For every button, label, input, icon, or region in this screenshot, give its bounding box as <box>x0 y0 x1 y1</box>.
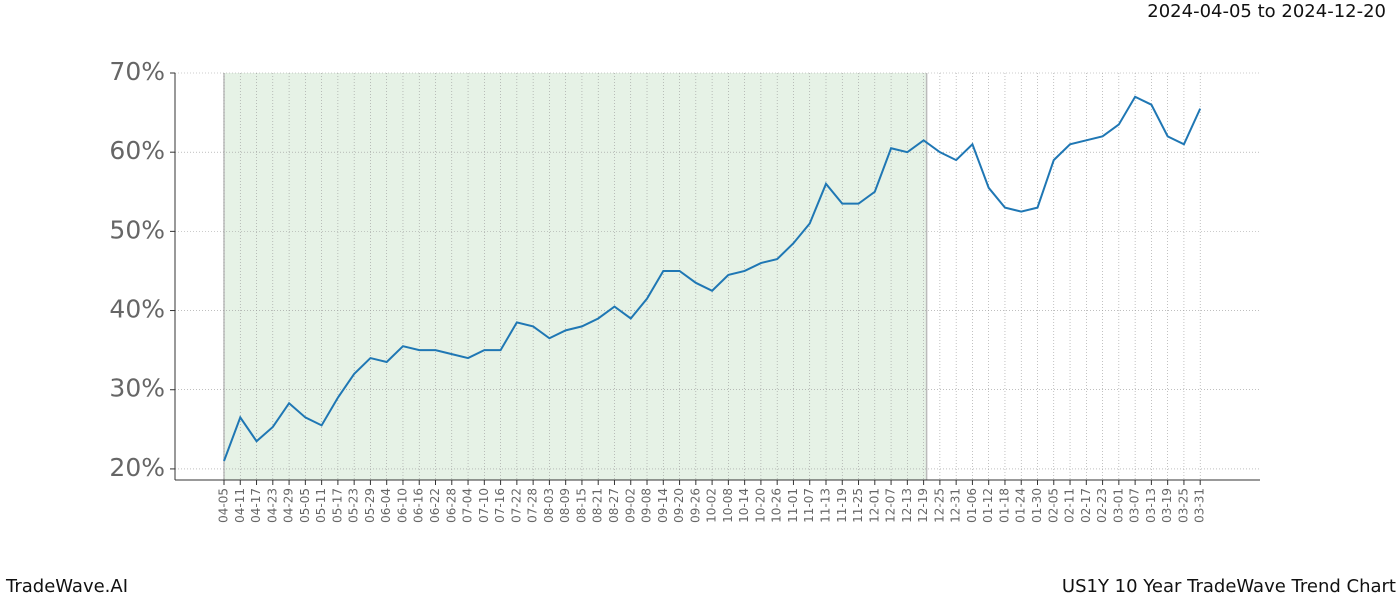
x-tick-label: 09-26 <box>688 488 702 523</box>
x-tick-label: 07-16 <box>493 488 507 523</box>
x-tick-label: 06-04 <box>379 488 393 523</box>
x-tick-label: 02-17 <box>1079 488 1093 523</box>
x-tick-label: 12-31 <box>949 488 963 523</box>
x-tick-label: 02-05 <box>1046 488 1060 523</box>
x-tick-label: 11-07 <box>802 488 816 523</box>
x-tick-label: 11-19 <box>835 488 849 523</box>
y-tick-label: 70% <box>109 57 165 86</box>
x-tick-label: 10-20 <box>753 488 767 523</box>
x-tick-label: 11-01 <box>786 488 800 523</box>
x-tick-label: 03-25 <box>1176 488 1190 523</box>
x-tick-label: 05-17 <box>330 488 344 523</box>
x-tick-label: 08-21 <box>591 488 605 523</box>
x-tick-label: 02-23 <box>1095 488 1109 523</box>
x-tick-label: 10-08 <box>721 488 735 523</box>
x-tick-label: 05-29 <box>363 488 377 523</box>
x-tick-label: 12-19 <box>916 488 930 523</box>
highlight-region <box>224 73 927 480</box>
y-tick-label: 60% <box>109 136 165 165</box>
y-tick-label: 30% <box>109 374 165 403</box>
x-tick-label: 09-08 <box>640 488 654 523</box>
x-tick-label: 01-24 <box>1014 488 1028 523</box>
x-tick-label: 09-02 <box>623 488 637 523</box>
chart-title: US1Y 10 Year TradeWave Trend Chart <box>1062 576 1396 597</box>
x-tick-label: 03-07 <box>1128 488 1142 523</box>
x-tick-label: 08-03 <box>542 488 556 523</box>
x-tick-label: 11-25 <box>851 488 865 523</box>
x-tick-label: 10-14 <box>737 488 751 523</box>
x-tick-label: 08-27 <box>607 488 621 523</box>
y-tick-label: 20% <box>109 453 165 482</box>
x-tick-label: 03-13 <box>1144 488 1158 523</box>
brand: TradeWave.AI <box>5 576 128 597</box>
line-series <box>223 95 1202 462</box>
x-tick-label: 12-07 <box>884 488 898 523</box>
x-tick-label: 01-30 <box>1030 488 1044 523</box>
x-tick-label: 05-11 <box>314 488 328 523</box>
x-tick-label: 04-29 <box>282 488 296 523</box>
x-tick-label: 12-25 <box>932 488 946 523</box>
x-tick-label: 10-26 <box>770 488 784 523</box>
y-tick-label: 50% <box>109 215 165 244</box>
x-tick-label: 07-22 <box>509 488 523 523</box>
x-tick-label: 01-18 <box>997 488 1011 523</box>
x-tick-label: 06-16 <box>412 488 426 523</box>
x-tick-label: 06-28 <box>444 488 458 523</box>
x-tick-label: 03-01 <box>1111 488 1125 523</box>
x-tick-label: 01-12 <box>981 488 995 523</box>
x-tick-label: 07-04 <box>461 488 475 523</box>
x-tick-label: 09-14 <box>656 488 670 523</box>
x-tick-label: 11-13 <box>818 488 832 523</box>
x-tick-label: 09-20 <box>672 488 686 523</box>
x-tick-label: 04-23 <box>265 488 279 523</box>
x-tick-label: 07-10 <box>477 488 491 523</box>
x-tick-label: 12-01 <box>867 488 881 523</box>
x-tick-label: 10-02 <box>705 488 719 523</box>
x-tick-label: 04-11 <box>233 488 247 523</box>
x-tick-label: 03-31 <box>1193 488 1207 523</box>
x-tick-label: 08-15 <box>574 488 588 523</box>
x-tick-label: 03-19 <box>1160 488 1174 523</box>
x-tick-label: 05-05 <box>298 488 312 523</box>
x-tick-label: 08-09 <box>558 488 572 523</box>
x-tick-label: 01-06 <box>965 488 979 523</box>
date-range: 2024-04-05 to 2024-12-20 <box>1147 1 1386 22</box>
y-tick-label: 40% <box>109 295 165 324</box>
x-tick-label: 07-28 <box>526 488 540 523</box>
x-tick-label: 04-17 <box>249 488 263 523</box>
x-tick-label: 12-13 <box>900 488 914 523</box>
x-tick-label: 06-10 <box>395 488 409 523</box>
x-tick-label: 05-23 <box>347 488 361 523</box>
x-tick-label: 02-11 <box>1063 488 1077 523</box>
x-tick-label: 06-22 <box>428 488 442 523</box>
x-tick-label: 04-05 <box>217 488 231 523</box>
